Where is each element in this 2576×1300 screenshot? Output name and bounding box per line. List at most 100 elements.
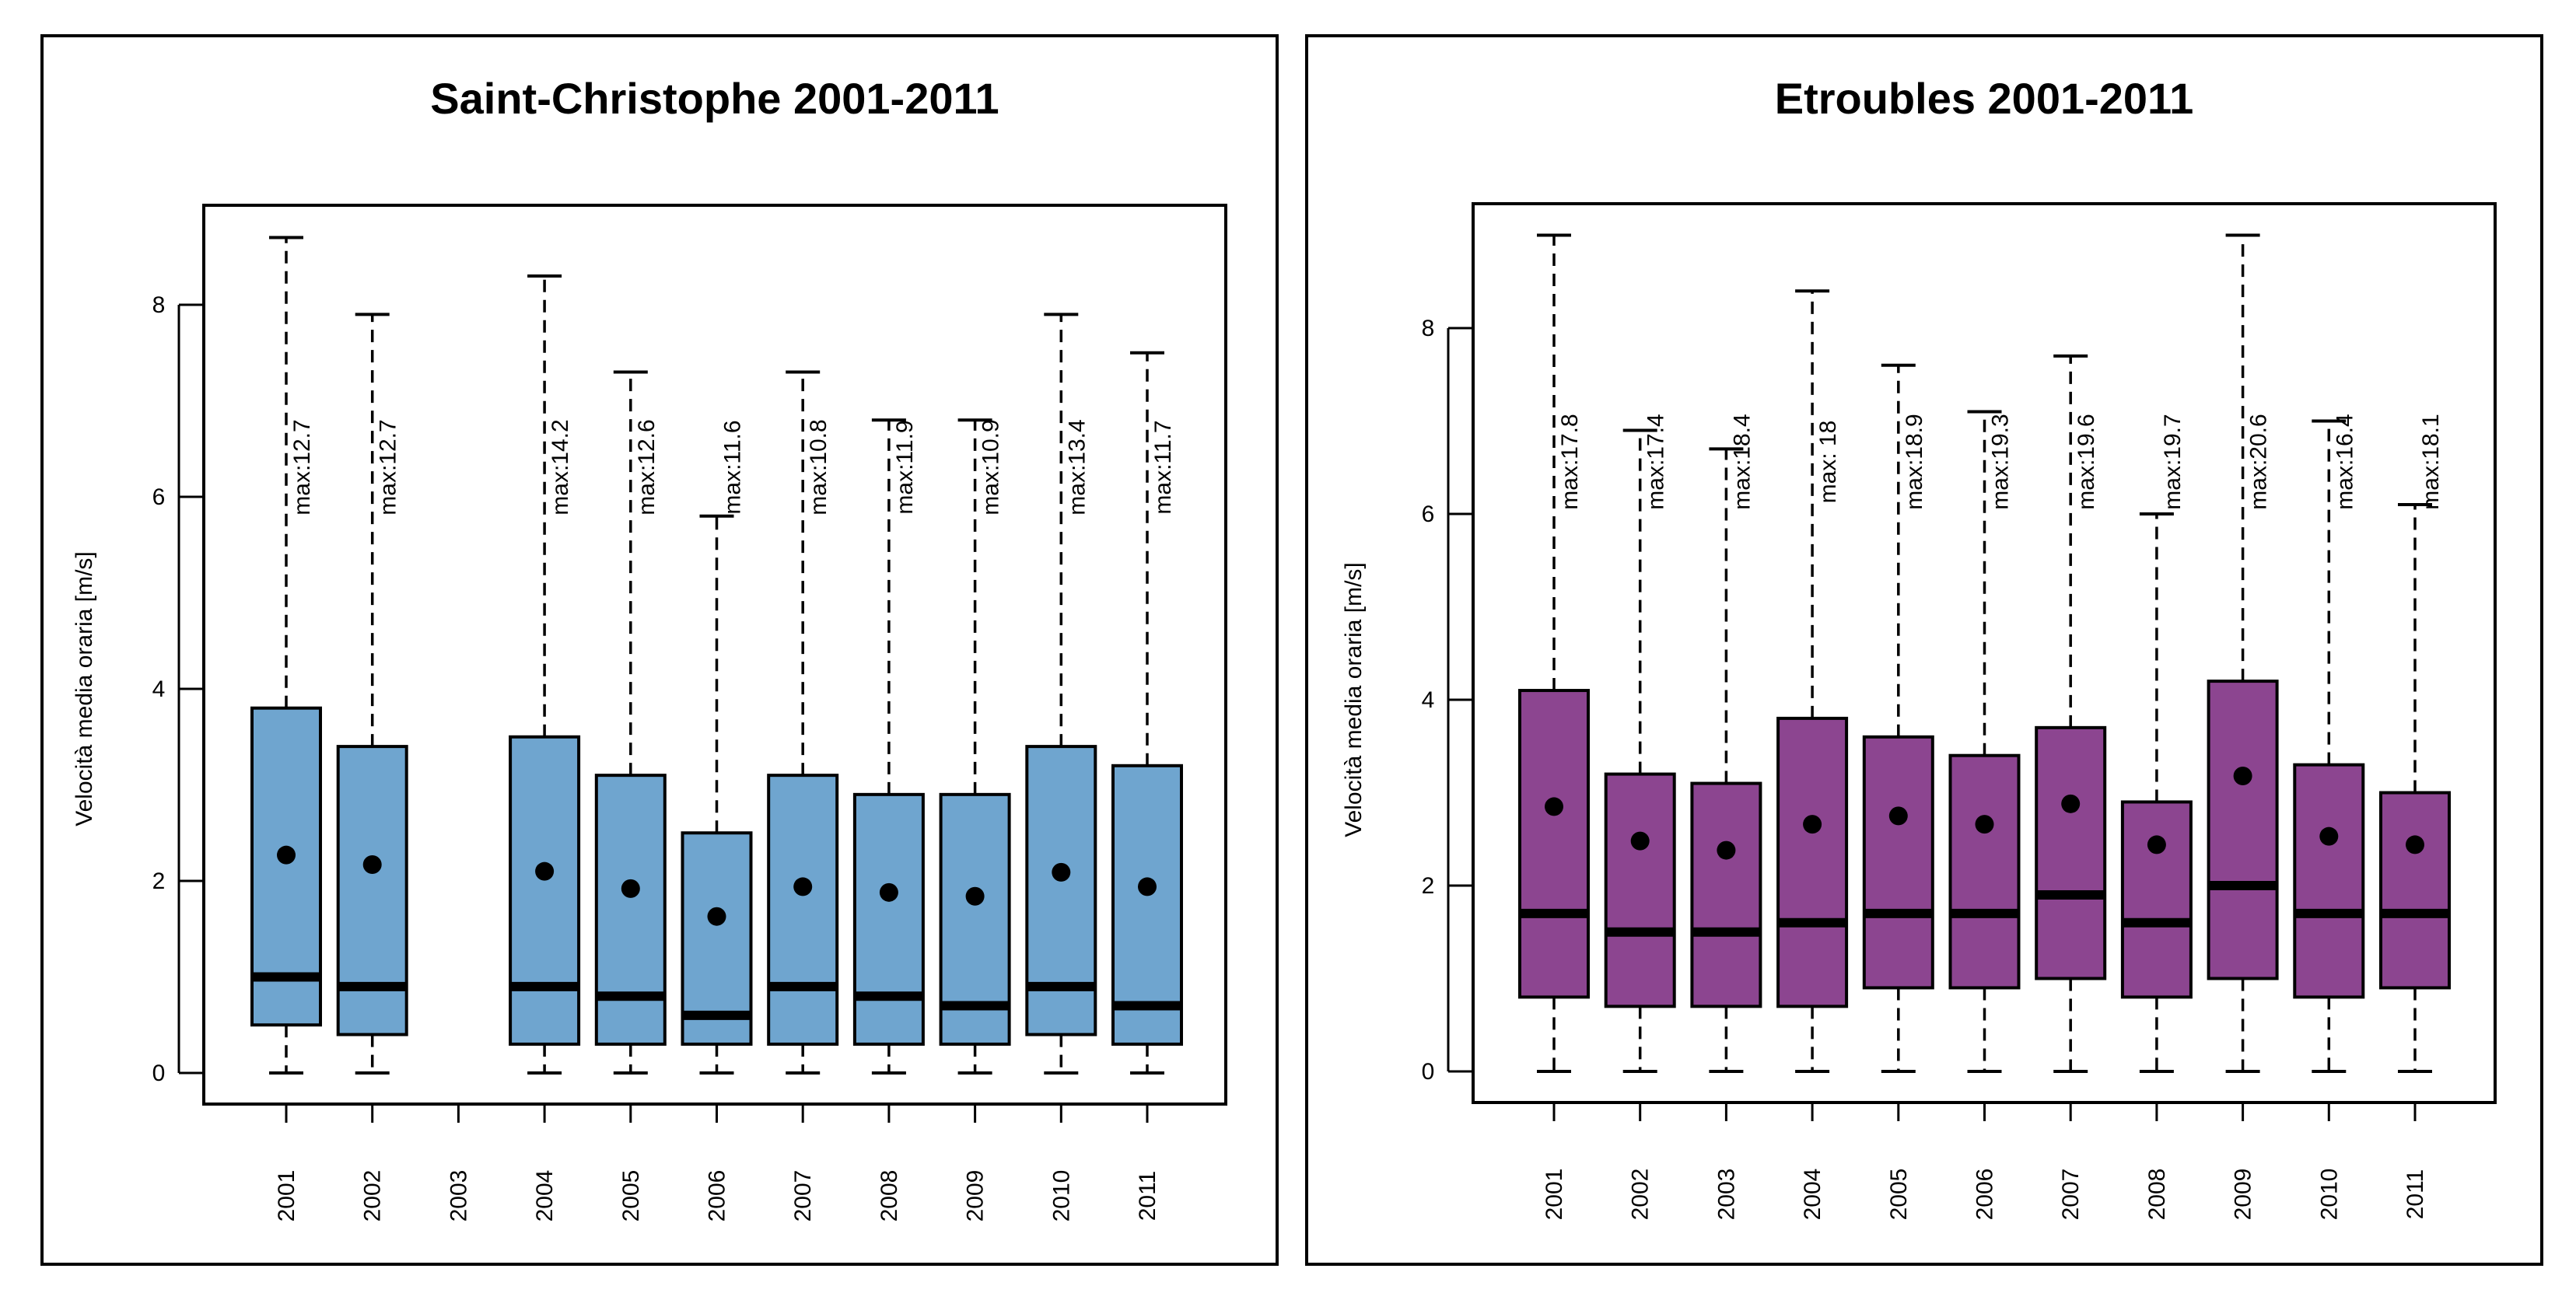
max-label: max:20.6 [2246,414,2272,509]
x-tick-label: 2004 [532,1170,558,1222]
max-label: max:19.3 [1988,414,2014,509]
x-tick-label: 2003 [446,1170,471,1222]
plot-frame [202,204,1227,1106]
max-label: max:10.9 [978,419,1004,515]
x-tick-label: 2006 [705,1170,730,1222]
max-label: max:12.7 [289,419,315,515]
x-tick-label: 2001 [1542,1169,1567,1221]
chart-panel-etroubles: Etroubles 2001-2011 0 2 4 6 8 Velocità media o… [1305,34,2543,1266]
box [594,774,667,1046]
max-label: max:13.4 [1064,419,1090,515]
chart-etroubles: Etroubles 2001-2011 0 2 4 6 8 Velocità media o… [1341,74,2497,1221]
mean-point [362,855,382,875]
box [2207,680,2279,980]
box [1111,764,1183,1046]
box [1518,689,1590,999]
max-label: max:18.1 [2418,414,2444,509]
box [1690,781,1762,1008]
max-label: max:12.6 [634,419,660,515]
box [1776,716,1849,1008]
mean-point [535,861,555,881]
x-tick-label: 2003 [1713,1169,1739,1221]
y-tick-label: 2 [152,868,166,894]
mean-point [1138,877,1157,896]
mean-point [2061,794,2081,813]
max-label: max:19.7 [2160,414,2186,509]
box [1862,735,1934,990]
box [2293,763,2365,999]
y-tick-label: 6 [152,484,166,510]
mean-point [621,879,640,898]
box [250,706,322,1027]
max-label: max:11.9 [892,420,918,514]
chart-saint-christophe: Saint-Christophe 2001-2011 0 2 4 6 8 Velocità … [72,74,1227,1222]
mean-point [1052,862,1071,882]
max-label: max:17.8 [1557,414,1583,509]
max-label: max:17.4 [1643,414,1669,509]
x-tick-label: 2008 [877,1170,902,1222]
max-label: max:14.2 [548,419,573,515]
y-tick-label: 0 [1422,1059,1435,1085]
mean-point [1803,815,1822,834]
mean-point [879,882,898,902]
y-tick-label: 6 [1422,501,1435,527]
mean-point [793,877,813,896]
x-tick-label: 2009 [2231,1169,2256,1221]
mean-point [2319,826,2339,846]
box [2035,725,2107,980]
chart-title: Saint-Christophe 2001-2011 [430,74,999,123]
y-tick-label: 0 [152,1061,166,1086]
max-label: max:18.4 [1729,414,1755,509]
y-tick-label: 8 [152,292,166,318]
chart-panel-saint-christophe: Saint-Christophe 2001-2011 0 2 4 6 8 Velocità … [40,34,1279,1266]
mean-point [1888,806,1908,826]
box [2379,791,2451,990]
x-tick-label: 2006 [1972,1169,1998,1221]
mean-point [277,845,296,865]
max-label: max:19.6 [2074,414,2099,509]
box [1948,753,2021,990]
box [509,735,581,1046]
mean-point [2147,835,2166,854]
x-tick-label: 2001 [274,1170,299,1222]
box [1604,772,1676,1008]
mean-point [1717,840,1736,860]
y-tick-label: 8 [1422,316,1435,341]
x-tick-label: 2011 [1135,1171,1160,1221]
x-tick-label: 2005 [618,1170,644,1222]
mean-point [1545,797,1563,816]
max-label: max:10.8 [806,419,831,515]
y-axis-label: Velocità media oraria [m/s] [1341,562,1367,837]
x-tick-label: 2005 [1886,1169,1912,1221]
box [681,831,753,1046]
mean-point [1975,815,1994,834]
mean-point [2406,835,2424,854]
x-tick-label: 2010 [1048,1170,1074,1222]
y-tick-label: 2 [1422,873,1435,899]
x-tick-label: 2007 [790,1170,816,1222]
max-label: max:12.7 [376,419,401,515]
x-tick-label: 2008 [2144,1169,2170,1221]
x-tick-label: 2002 [360,1170,386,1222]
x-tick-label: 2007 [2058,1169,2084,1221]
y-tick-label: 4 [152,676,166,702]
mean-point [1630,831,1650,851]
box [1025,745,1097,1036]
x-tick-label: 2002 [1628,1169,1654,1221]
max-label: max:18.9 [1902,414,1927,509]
x-tick-label: 2010 [2316,1169,2342,1221]
max-label: max: 18 [1815,421,1841,504]
y-axis-label: Velocità media oraria [m/s] [72,551,97,826]
max-label: max:11.7 [1150,420,1176,514]
max-label: max:11.6 [720,420,746,514]
box [2120,800,2193,999]
box [336,745,408,1036]
mean-point [2233,766,2252,785]
box [852,792,925,1046]
y-tick-label: 4 [1422,687,1435,713]
x-tick-label: 2004 [1800,1169,1825,1221]
box [767,774,839,1046]
mean-point [707,907,726,926]
x-tick-label: 2011 [2403,1169,2428,1220]
max-label: max:16.4 [2332,414,2357,509]
